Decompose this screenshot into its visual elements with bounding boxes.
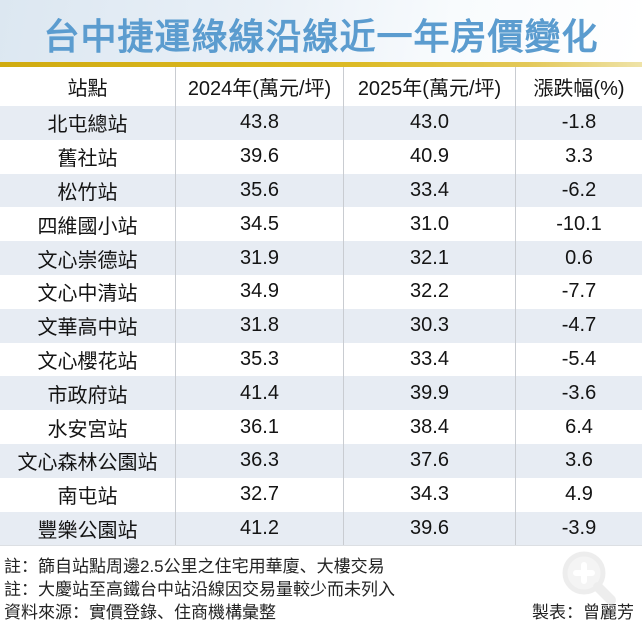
- change-pct-value: -4.7: [515, 308, 642, 343]
- station-name: 南屯站: [57, 486, 118, 509]
- table-row: 文心崇德站 31.9 32.1 0.6: [0, 241, 642, 275]
- price-2025-value: 32.1: [343, 241, 515, 275]
- table-row: 北屯總站 43.8 43.0 -1.8: [0, 106, 642, 140]
- price-2025-value: 30.3: [343, 308, 515, 343]
- price-2024-value: 32.7: [175, 477, 343, 512]
- table-row: 四維國小站 34.5 31.0 -10.1: [0, 207, 642, 242]
- price-2025-value: 33.4: [343, 173, 515, 208]
- page-title: 台中捷運綠線沿線近一年房價變化: [43, 16, 599, 57]
- change-pct-value: -1.8: [515, 106, 642, 140]
- footer-notes: 註：篩自站點周邊2.5公里之住宅用華廈、大樓交易 註：大慶站至高鐵台中站沿線因交…: [0, 546, 642, 624]
- table-row: 文心櫻花站 35.3 33.4 -5.4: [0, 342, 642, 377]
- station-name: 文心崇德站: [37, 249, 138, 272]
- price-2025-value: 39.9: [343, 376, 515, 411]
- table-row: 南屯站 32.7 34.3 4.9: [0, 477, 642, 512]
- price-2024-value: 39.6: [175, 139, 343, 174]
- price-2024-value: 34.9: [175, 274, 343, 309]
- price-2024-value: 31.9: [175, 241, 343, 275]
- price-2025-value: 31.0: [343, 207, 515, 242]
- price-2024-value: 35.3: [175, 342, 343, 377]
- station-name: 文心中清站: [37, 283, 138, 306]
- price-2025-value: 34.3: [343, 477, 515, 512]
- table-header-row: 站點 2024年(萬元/坪) 2025年(萬元/坪) 漲跌幅(%): [0, 67, 642, 106]
- change-pct-value: -3.6: [515, 376, 642, 411]
- price-2024-value: 41.4: [175, 376, 343, 411]
- change-pct-value: 0.6: [515, 241, 642, 275]
- title-band: 台中捷運綠線沿線近一年房價變化: [0, 0, 642, 62]
- price-2025-value: 40.9: [343, 139, 515, 174]
- change-pct-value: -5.4: [515, 342, 642, 377]
- column-header: 2025年(萬元/坪): [343, 67, 515, 106]
- price-2025-value: 43.0: [343, 106, 515, 140]
- column-header: 站點: [67, 78, 108, 100]
- data-source: 資料來源：實價登錄、住商機構彙整: [4, 603, 276, 623]
- table-row: 豐樂公園站 41.2 39.6 -3.9: [0, 511, 642, 546]
- price-2024-value: 36.1: [175, 410, 343, 444]
- change-pct-value: -10.1: [515, 207, 642, 242]
- price-table: 站點 2024年(萬元/坪) 2025年(萬元/坪) 漲跌幅(%) 北屯總站 43.8 4…: [0, 67, 642, 547]
- station-name: 北屯總站: [47, 114, 128, 137]
- station-name: 松竹站: [57, 181, 118, 204]
- note-line: 註：篩自站點周邊2.5公里之住宅用華廈、大樓交易: [4, 557, 385, 577]
- change-pct-value: 3.3: [515, 139, 642, 174]
- table-row: 文心森林公園站 36.3 37.6 3.6: [0, 443, 642, 478]
- price-2024-value: 43.8: [175, 106, 343, 140]
- station-name: 四維國小站: [37, 215, 138, 238]
- source-row: 資料來源：實價登錄、住商機構彙整 製表：曾麗芳: [4, 601, 638, 624]
- price-2025-value: 33.4: [343, 342, 515, 377]
- change-pct-value: -6.2: [515, 173, 642, 208]
- table-row: 文心中清站 34.9 32.2 -7.7: [0, 274, 642, 309]
- price-2025-value: 32.2: [343, 274, 515, 309]
- station-name: 市政府站: [47, 384, 128, 407]
- station-name: 文華高中站: [37, 317, 138, 340]
- price-2024-value: 36.3: [175, 443, 343, 478]
- price-2025-value: 38.4: [343, 410, 515, 444]
- price-2024-value: 35.6: [175, 173, 343, 208]
- change-pct-value: 6.4: [515, 410, 642, 444]
- column-header: 2024年(萬元/坪): [175, 67, 343, 106]
- gold-divider: [0, 62, 642, 67]
- table-row: 松竹站 35.6 33.4 -6.2: [0, 173, 642, 208]
- price-2024-value: 34.5: [175, 207, 343, 242]
- change-pct-value: 3.6: [515, 443, 642, 478]
- station-name: 文心森林公園站: [17, 452, 158, 475]
- station-name: 舊社站: [57, 148, 118, 171]
- note-line: 註：大慶站至高鐵台中站沿線因交易量較少而未列入: [4, 580, 395, 600]
- table-body: 北屯總站 43.8 43.0 -1.8 舊社站 39.6 40.9 3.3 松竹站 35.6 33.…: [0, 106, 642, 546]
- change-pct-value: -3.9: [515, 511, 642, 546]
- column-header: 漲跌幅(%): [515, 67, 642, 106]
- price-2024-value: 41.2: [175, 511, 343, 546]
- change-pct-value: -7.7: [515, 274, 642, 309]
- change-pct-value: 4.9: [515, 477, 642, 512]
- price-2025-value: 39.6: [343, 511, 515, 546]
- price-2024-value: 31.8: [175, 308, 343, 343]
- station-name: 豐樂公園站: [37, 519, 138, 542]
- price-2025-value: 37.6: [343, 443, 515, 478]
- zoom-in-magnifier-icon[interactable]: [554, 544, 626, 616]
- table-row: 水安宮站 36.1 38.4 6.4: [0, 410, 642, 444]
- table-credit: 製表：曾麗芳: [532, 603, 634, 623]
- table-row: 舊社站 39.6 40.9 3.3: [0, 139, 642, 174]
- station-name: 文心櫻花站: [37, 350, 138, 373]
- table-row: 文華高中站 31.8 30.3 -4.7: [0, 308, 642, 343]
- table-row: 市政府站 41.4 39.9 -3.6: [0, 376, 642, 411]
- station-name: 水安宮站: [47, 418, 128, 441]
